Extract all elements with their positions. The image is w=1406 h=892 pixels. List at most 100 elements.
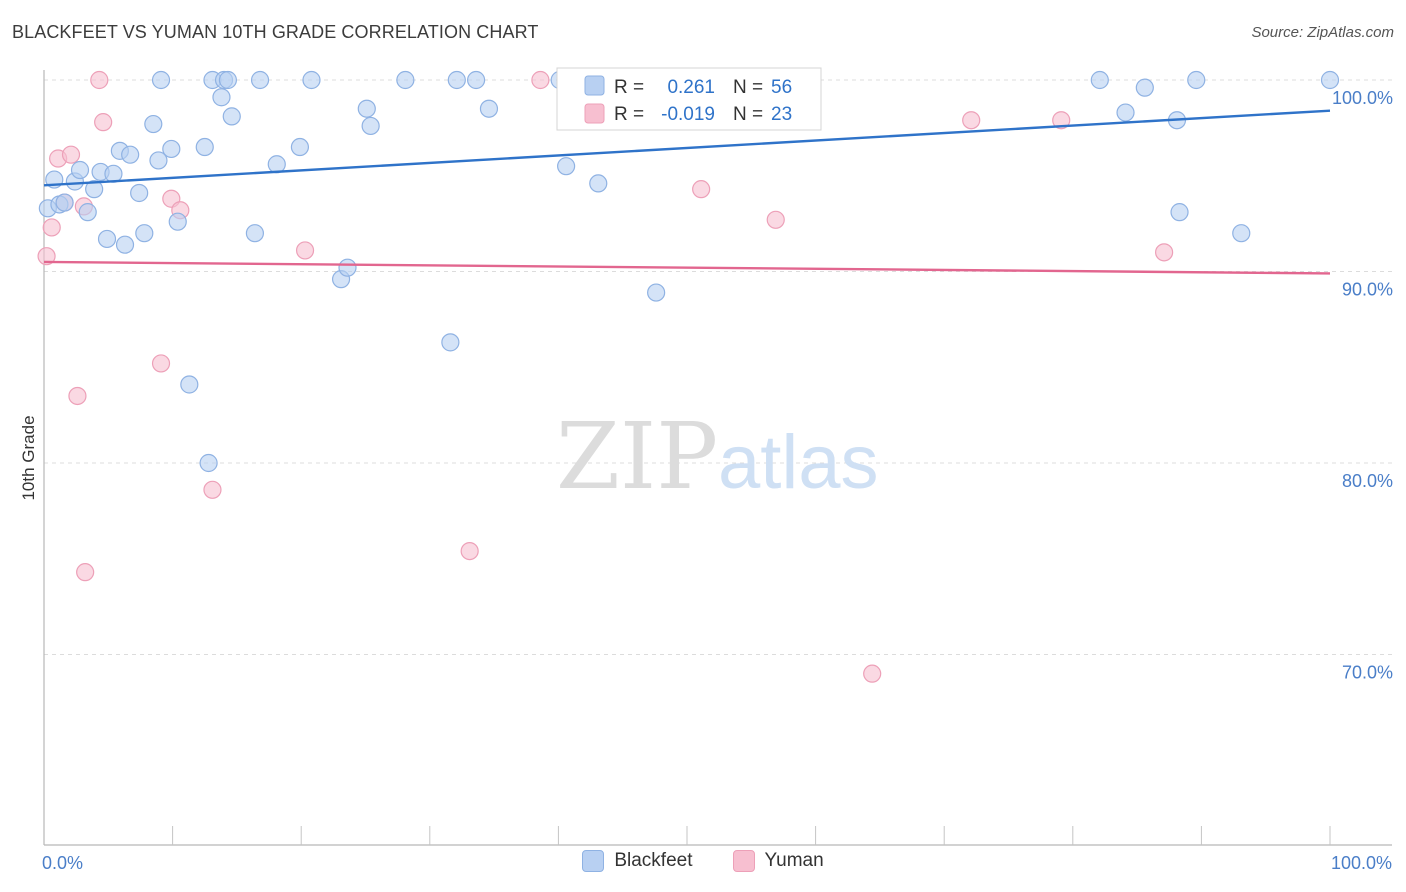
blackfeet-point: [447, 70, 466, 90]
blackfeet-point: [180, 375, 199, 394]
stats-swatch-blackfeet: [584, 75, 605, 96]
watermark-atlas: atlas: [718, 420, 879, 505]
source-credit: Source: ZipAtlas.com: [1251, 24, 1394, 41]
blackfeet-point: [78, 203, 97, 222]
blackfeet-point: [338, 258, 357, 277]
legend-label-blackfeet: Blackfeet: [614, 850, 693, 871]
grid-lines: [44, 79, 1392, 655]
blackfeet-point: [1135, 78, 1154, 97]
blackfeet-point: [212, 88, 231, 107]
legend-label-yuman: Yuman: [764, 850, 824, 871]
blackfeet-point: [357, 99, 376, 118]
x-tick-label-max: 100.0%: [1331, 853, 1392, 873]
x-tick-label-min: 0.0%: [42, 853, 83, 873]
legend-swatch-blackfeet: [582, 850, 605, 872]
y-tick-labels: 100.0% 90.0% 80.0% 70.0%: [1332, 88, 1393, 683]
blackfeet-point: [85, 180, 104, 199]
stats-n-label-yuman: N =: [733, 104, 763, 125]
blackfeet-point: [135, 224, 154, 243]
blackfeet-point: [218, 70, 237, 90]
blackfeet-point: [168, 212, 187, 231]
yuman-point: [37, 247, 56, 266]
blackfeet-point: [466, 70, 486, 90]
blackfeet-trend-line: [43, 109, 1331, 187]
yuman-point: [42, 218, 61, 237]
chart-legend: Blackfeet Yuman: [0, 850, 1406, 872]
yuman-point: [1052, 111, 1071, 130]
yuman-point: [766, 210, 785, 229]
blackfeet-point: [267, 155, 286, 174]
blackfeet-point: [55, 193, 74, 212]
legend-item-blackfeet[interactable]: Blackfeet: [582, 850, 693, 872]
yuman-point: [692, 180, 711, 199]
blackfeet-point: [1116, 103, 1135, 122]
stats-r-label-blackfeet: R =: [614, 77, 644, 98]
blackfeet-point: [441, 333, 460, 352]
yuman-point: [151, 354, 171, 373]
stats-r-label-yuman: R =: [614, 104, 644, 125]
yuman-points: [37, 70, 1174, 683]
y-tick-label: 100.0%: [1332, 88, 1393, 108]
stats-swatch-yuman: [584, 103, 605, 124]
blackfeet-point: [302, 70, 321, 90]
y-tick-label: 70.0%: [1342, 663, 1393, 683]
stats-n-value-blackfeet: 56: [771, 77, 792, 98]
y-tick-label: 90.0%: [1342, 280, 1393, 300]
blackfeet-point: [97, 229, 117, 249]
blackfeet-point: [290, 137, 310, 157]
blackfeet-point: [70, 160, 90, 180]
blackfeet-points: [38, 70, 1340, 473]
yuman-point: [460, 541, 479, 561]
stats-r-value-blackfeet: 0.261: [667, 77, 715, 98]
blackfeet-point: [1170, 203, 1189, 222]
blackfeet-point: [121, 145, 140, 164]
zipatlas-watermark: ZIP atlas: [556, 403, 879, 510]
yuman-trend-line: [43, 260, 1331, 275]
blackfeet-point: [647, 283, 666, 302]
blackfeet-point: [151, 70, 171, 90]
blackfeet-point: [1232, 224, 1251, 243]
blackfeet-point: [149, 151, 168, 170]
y-tick-label: 80.0%: [1342, 471, 1393, 491]
blackfeet-point: [245, 224, 265, 243]
yuman-point: [90, 70, 109, 90]
chart-title: BLACKFEET VS YUMAN 10TH GRADE CORRELATIO…: [12, 22, 539, 42]
yuman-point: [61, 145, 81, 164]
blackfeet-point: [1320, 70, 1340, 90]
yuman-point: [1155, 243, 1174, 262]
axes: [43, 70, 1392, 846]
legend-item-yuman[interactable]: Yuman: [732, 850, 824, 872]
legend-swatch-yuman: [732, 850, 755, 872]
stats-box: R = 0.261 N = 56 R = -0.019 N = 23: [556, 67, 822, 131]
yuman-point: [863, 664, 882, 683]
blackfeet-point: [162, 139, 181, 159]
blackfeet-point: [115, 235, 135, 254]
stats-n-value-yuman: 23: [771, 104, 792, 125]
blackfeet-point: [144, 114, 163, 134]
yuman-point: [295, 241, 315, 260]
blackfeet-point: [199, 453, 218, 473]
blackfeet-point: [589, 174, 608, 193]
yuman-point: [68, 386, 87, 406]
yuman-point: [76, 563, 95, 582]
yuman-point: [203, 480, 222, 499]
blackfeet-point: [1187, 70, 1206, 90]
y-axis-title: 10th Grade: [19, 415, 38, 500]
blackfeet-point: [479, 99, 499, 118]
blackfeet-point: [250, 70, 270, 90]
blackfeet-point: [130, 183, 149, 203]
watermark-zip: ZIP: [556, 403, 718, 510]
yuman-point: [531, 70, 550, 90]
stats-r-value-yuman: -0.019: [661, 104, 715, 125]
blackfeet-point: [361, 116, 380, 136]
stats-n-label-blackfeet: N =: [733, 77, 763, 98]
trend-lines: [43, 109, 1331, 275]
blackfeet-point: [396, 70, 415, 90]
blackfeet-point: [557, 157, 576, 176]
yuman-point: [94, 113, 113, 132]
x-tick-marks: [172, 826, 1331, 845]
blackfeet-point: [195, 137, 214, 157]
blackfeet-point: [222, 107, 241, 126]
yuman-point: [962, 111, 981, 130]
